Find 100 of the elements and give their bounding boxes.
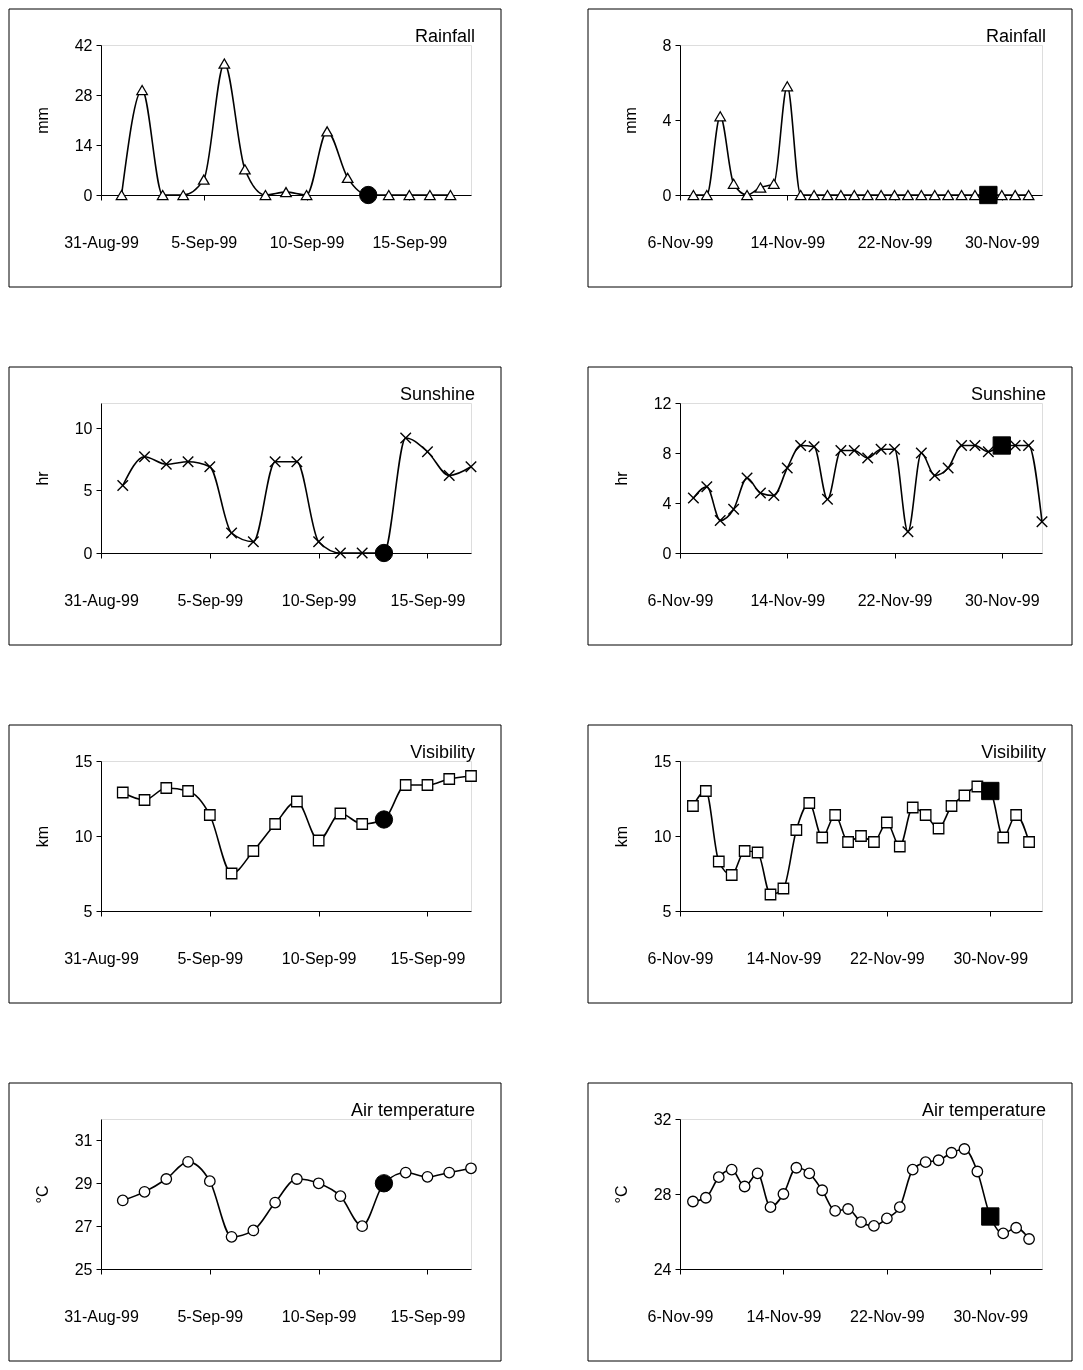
y-tick-label: 32	[653, 1110, 672, 1128]
x-tick-label: 15-Sep-99	[390, 949, 466, 967]
point	[156, 189, 169, 201]
chart-title: Air temperature	[921, 1100, 1046, 1120]
point	[902, 189, 914, 201]
point	[443, 469, 456, 482]
point	[727, 503, 740, 516]
point	[138, 1185, 151, 1198]
y-tick-label: 28	[74, 86, 93, 104]
y-tick-label: 0	[662, 544, 672, 562]
x-tick-label: 14-Nov-99	[750, 591, 826, 609]
point	[893, 840, 906, 853]
point	[821, 493, 834, 506]
point	[334, 1190, 347, 1203]
y-tick-label: 42	[74, 36, 93, 54]
y-tick-label: 31	[74, 1131, 93, 1149]
point	[875, 189, 888, 201]
point	[247, 535, 260, 548]
point	[842, 1203, 854, 1215]
point	[906, 1163, 919, 1176]
x-tick-label: 6-Nov-99	[647, 949, 714, 967]
point	[699, 1191, 712, 1204]
point	[197, 174, 210, 185]
point	[971, 1165, 984, 1178]
point	[942, 462, 955, 474]
x-tick-label: 10-Sep-99	[281, 1307, 357, 1325]
y-axis-title: mm	[621, 107, 639, 134]
point	[465, 1162, 477, 1175]
y-tick-label: 5	[83, 482, 93, 499]
point	[290, 1173, 303, 1185]
point	[906, 801, 919, 814]
point	[443, 773, 456, 785]
point	[465, 770, 477, 782]
chart-title: Rainfall	[985, 26, 1046, 46]
y-tick-label: 10	[653, 827, 672, 845]
x-tick-label: 22-Nov-99	[850, 1307, 925, 1325]
point	[803, 1167, 816, 1180]
point	[182, 1155, 194, 1168]
point	[754, 182, 767, 193]
point	[893, 1201, 906, 1214]
x-tick-label: 31-Aug-99	[64, 233, 139, 251]
point	[928, 469, 941, 482]
point	[225, 1230, 238, 1243]
x-tick-label: 15-Sep-99	[390, 591, 466, 609]
x-tick-label: 6-Nov-99	[647, 591, 714, 609]
point	[738, 845, 751, 857]
point	[754, 487, 767, 499]
point	[138, 794, 151, 806]
point	[203, 460, 216, 473]
point	[803, 797, 816, 809]
point	[700, 189, 713, 201]
point	[203, 1175, 216, 1188]
x-tick-label: 30-Nov-99	[953, 949, 1029, 967]
y-tick-label: 25	[74, 1260, 93, 1278]
point	[861, 189, 874, 201]
point	[218, 58, 231, 69]
point	[901, 525, 914, 538]
point	[919, 809, 932, 821]
point	[290, 795, 303, 808]
point	[160, 458, 173, 471]
point	[751, 1167, 764, 1180]
point	[116, 1194, 129, 1207]
point	[312, 834, 325, 847]
x-tick-label: 31-Aug-99	[64, 1307, 139, 1325]
point	[290, 455, 303, 468]
x-tick-label: 22-Nov-99	[850, 949, 925, 967]
x-tick-label: 22-Nov-99	[857, 233, 933, 251]
point	[116, 786, 129, 799]
y-tick-label: 8	[662, 444, 672, 462]
point	[1023, 836, 1035, 848]
point	[116, 479, 129, 492]
x-tick-label: 14-Nov-99	[746, 949, 822, 967]
y-tick-label: 8	[662, 36, 672, 54]
point	[816, 1184, 829, 1197]
y-tick-label: 5	[83, 902, 93, 920]
x-tick-label: 30-Nov-99	[953, 1307, 1029, 1325]
point	[177, 189, 190, 201]
point	[945, 800, 958, 812]
point	[269, 1196, 282, 1209]
point	[969, 189, 981, 201]
chart-title: Visibility	[981, 742, 1046, 762]
point	[356, 547, 369, 559]
point	[829, 1204, 842, 1217]
point	[443, 1166, 456, 1179]
point	[880, 816, 893, 829]
y-tick-label: 4	[662, 111, 672, 129]
point	[781, 81, 794, 92]
chart-title: Sunshine	[399, 384, 475, 404]
point	[1010, 809, 1023, 821]
y-axis-title: hr	[33, 470, 51, 486]
point	[767, 489, 780, 502]
x-tick-label: 10-Sep-99	[281, 591, 357, 609]
y-tick-label: 24	[653, 1260, 672, 1278]
point	[888, 189, 901, 201]
chart-title: Visibility	[410, 742, 475, 762]
x-tick-label: 5-Sep-99	[177, 949, 244, 967]
point	[247, 1224, 260, 1237]
y-tick-label: 5	[662, 902, 672, 920]
point	[334, 547, 347, 559]
point	[341, 172, 354, 184]
